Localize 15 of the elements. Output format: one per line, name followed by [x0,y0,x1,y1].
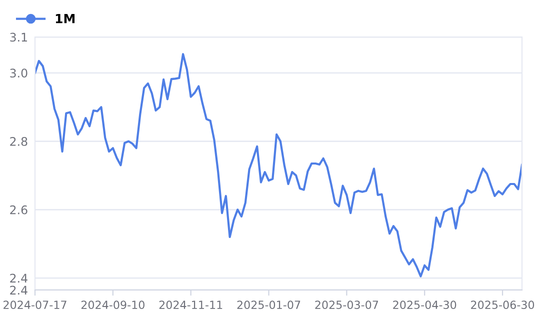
y-tick-label: 2.6 [10,205,28,214]
x-tick-label: 2024-09-10 [81,300,144,310]
y-tick-label: 2.8 [10,137,28,146]
y-tick-label: 3.1 [10,32,27,42]
x-tick-label: 2025-04-30 [393,300,456,310]
x-tick-label: 2025-06-30 [471,300,534,310]
x-tick-label: 2025-03-07 [315,300,378,310]
y-tick-label: 3.0 [10,68,28,78]
line-series [35,53,522,278]
x-tick-label: 2024-07-17 [4,300,66,310]
y-tick-label: 2.4 [10,274,28,283]
y-tick-label: 2.4 [10,286,28,294]
x-tick-label: 2024-11-11 [159,300,222,310]
legend-label: 1M [56,14,75,24]
x-tick-label: 2025-01-07 [237,300,300,310]
